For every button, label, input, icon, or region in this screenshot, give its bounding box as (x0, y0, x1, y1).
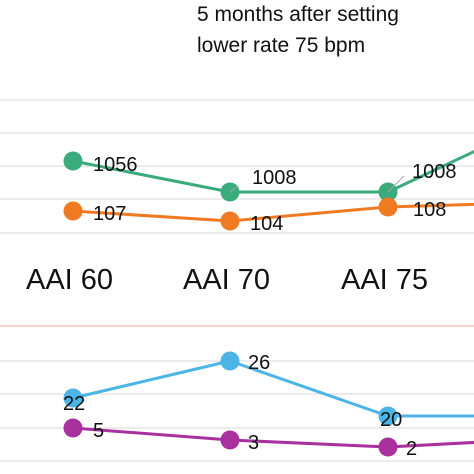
data-label-purple-0: 5 (93, 420, 104, 442)
data-label-green-2: 1008 (412, 161, 457, 183)
data-label-purple-1: 3 (248, 432, 259, 454)
category-label-2: AAI 75 (341, 264, 428, 296)
data-label-green-1: 1008 (252, 167, 297, 189)
point-blue-2 (378, 406, 398, 426)
category-axis-labels: AAI 60 AAI 70 AAI 75 (26, 264, 428, 296)
data-label-blue-1: 26 (248, 352, 270, 374)
point-orange-1 (220, 211, 240, 231)
annotation-line-2: lower rate 75 bpm (197, 34, 365, 57)
data-label-blue-0: 22 (63, 393, 85, 415)
data-label-blue-2: 20 (380, 409, 402, 431)
point-blue-1 (220, 351, 240, 371)
plot-series: 1056 1008 1008 107 104 108 22 26 20 5 3 2 (63, 149, 474, 460)
category-label-0: AAI 60 (26, 264, 113, 296)
point-purple-2 (378, 437, 398, 457)
point-green-0 (63, 151, 83, 171)
point-blue-0 (63, 388, 83, 408)
leader-green-1 (229, 185, 239, 193)
series-line-purple (72, 426, 474, 449)
point-purple-0 (63, 418, 83, 438)
point-orange-0 (63, 201, 83, 221)
leader-green-2 (387, 175, 405, 193)
data-label-purple-2: 2 (406, 438, 417, 460)
point-orange-2 (378, 197, 398, 217)
data-label-orange-1: 104 (250, 213, 283, 235)
series-line-blue (72, 359, 474, 418)
data-label-orange-2: 108 (413, 199, 446, 221)
point-purple-1 (220, 430, 240, 450)
annotation-line-1: 5 months after setting (197, 3, 399, 26)
data-label-orange-0: 107 (93, 203, 126, 225)
category-label-1: AAI 70 (183, 264, 270, 296)
series-line-green (72, 149, 474, 194)
series-line-orange (72, 202, 474, 223)
data-label-green-0: 1056 (93, 154, 138, 176)
